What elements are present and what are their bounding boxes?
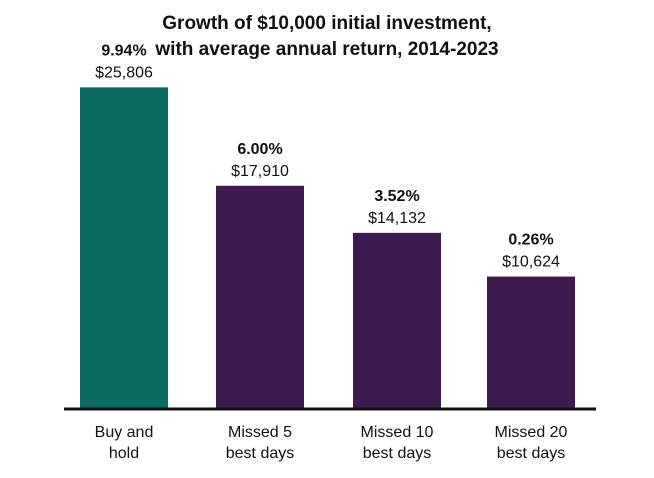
value-label-3: $14,132 [368, 210, 426, 227]
value-label-1: $25,806 [95, 64, 153, 81]
category-label-3-line-1: Missed 10 [361, 424, 434, 441]
bars-group [80, 87, 575, 409]
return-label-2: 6.00% [237, 141, 282, 158]
chart-title: Growth of $10,000 initial investment, wi… [154, 13, 498, 60]
bar-1 [80, 87, 168, 409]
category-label-4-line-1: Missed 20 [495, 424, 568, 441]
return-label-4: 0.26% [508, 232, 553, 249]
category-label-2-line-1: Missed 5 [228, 424, 292, 441]
value-label-4: $10,624 [502, 254, 560, 271]
value-label-2: $17,910 [231, 163, 289, 180]
return-label-3: 3.52% [374, 188, 419, 205]
category-labels-group: Buy and hold Missed 5 best days Missed 10 bes… [95, 424, 568, 462]
category-label-3-line-2: best days [363, 445, 431, 462]
chart-title-line-1: Growth of $10,000 initial investment, [162, 13, 491, 34]
bar-2 [216, 185, 304, 409]
return-label-1: 9.94% [101, 42, 146, 59]
chart-title-line-2: with average annual return, 2014-2023 [154, 39, 498, 60]
category-label-1-line-1: Buy and [95, 424, 154, 441]
bar-3 [353, 232, 441, 409]
category-label-2-line-2: best days [226, 445, 294, 462]
bar-4 [487, 276, 575, 409]
category-label-1-line-2: hold [109, 445, 139, 462]
category-label-4-line-2: best days [497, 445, 565, 462]
value-labels-group: 9.94% $25,806 6.00% $17,910 3.52% $14,132 0.26… [95, 42, 560, 270]
